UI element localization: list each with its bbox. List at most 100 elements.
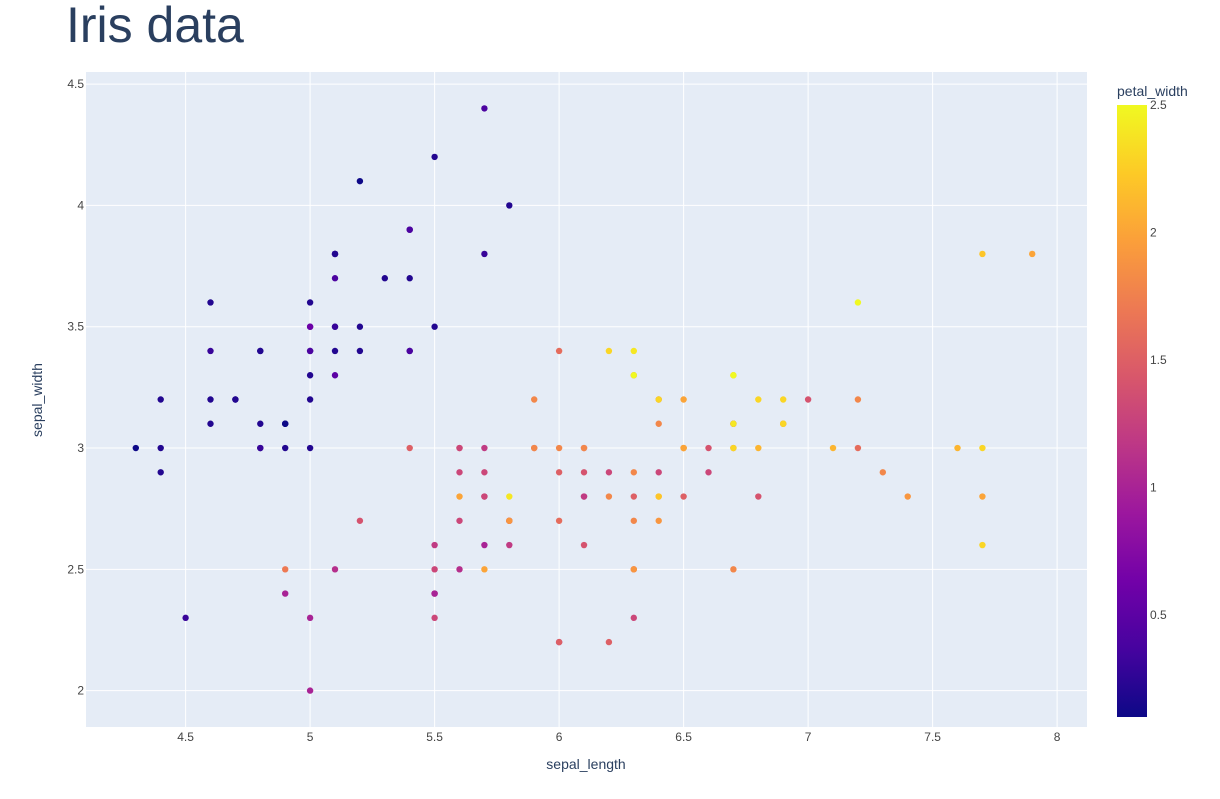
- data-point: [431, 541, 438, 549]
- data-point: [605, 469, 613, 476]
- data-point: [331, 372, 339, 379]
- x-axis-title: sepal_length: [546, 756, 625, 772]
- colorbar-tick-label: 1: [1150, 481, 1157, 495]
- data-point: [979, 541, 986, 549]
- data-point: [232, 396, 239, 403]
- data-point: [431, 590, 438, 597]
- data-point: [605, 347, 613, 355]
- data-point: [356, 177, 364, 185]
- data-point: [406, 226, 413, 233]
- data-point: [854, 396, 862, 403]
- data-point: [481, 541, 488, 549]
- data-point: [207, 396, 214, 403]
- data-point: [680, 444, 687, 452]
- data-point: [356, 517, 364, 524]
- data-point: [655, 420, 662, 427]
- data-point: [630, 566, 638, 573]
- data-point: [555, 444, 563, 452]
- data-point: [854, 299, 862, 306]
- data-point: [730, 566, 737, 573]
- data-point: [854, 444, 862, 452]
- data-point: [829, 444, 837, 452]
- data-point: [605, 493, 613, 500]
- data-point: [356, 347, 364, 355]
- data-point: [780, 396, 787, 403]
- data-point: [306, 323, 314, 330]
- data-point: [506, 541, 513, 549]
- data-point: [257, 420, 264, 427]
- data-point: [730, 372, 737, 379]
- data-point: [705, 444, 712, 452]
- data-point: [331, 275, 339, 282]
- data-point: [555, 517, 563, 524]
- data-point: [481, 105, 488, 112]
- data-point: [555, 638, 563, 646]
- data-point: [306, 299, 314, 306]
- data-point: [555, 469, 563, 476]
- y-tick-label: 2: [77, 684, 84, 698]
- data-point: [580, 541, 588, 549]
- data-point: [655, 469, 662, 476]
- data-point: [331, 566, 339, 573]
- data-point: [655, 396, 662, 403]
- y-axis-ticks: 2 2.5 3 3.5 4 4.5: [67, 77, 84, 697]
- data-point: [207, 347, 214, 355]
- data-point: [157, 469, 164, 476]
- data-point: [306, 614, 314, 622]
- x-tick-label: 6: [556, 730, 563, 744]
- data-point: [979, 493, 986, 500]
- colorbar: [1117, 105, 1147, 717]
- data-point: [306, 372, 314, 379]
- data-point: [904, 493, 911, 500]
- colorbar-title: petal_width: [1117, 83, 1188, 99]
- colorbar-tick-label: 2.5: [1150, 98, 1167, 112]
- data-point: [481, 469, 488, 476]
- data-point: [182, 614, 189, 622]
- data-point: [730, 420, 737, 427]
- data-point: [306, 687, 314, 694]
- data-point: [431, 323, 438, 330]
- data-point: [456, 444, 463, 452]
- x-tick-label: 7: [805, 730, 812, 744]
- data-point: [282, 444, 289, 452]
- data-point: [456, 493, 463, 500]
- data-point: [506, 493, 513, 500]
- data-point: [506, 517, 513, 524]
- data-point: [431, 614, 438, 622]
- data-point: [282, 420, 289, 427]
- x-tick-label: 5: [307, 730, 314, 744]
- data-points: [132, 105, 1036, 694]
- data-point: [630, 347, 638, 355]
- data-point: [605, 638, 613, 646]
- data-point: [755, 493, 762, 500]
- data-point: [804, 396, 812, 403]
- data-point: [580, 444, 588, 452]
- data-point: [406, 347, 413, 355]
- data-point: [431, 153, 438, 161]
- data-point: [531, 396, 538, 403]
- x-tick-label: 5.5: [426, 730, 443, 744]
- data-point: [481, 250, 488, 258]
- data-point: [257, 347, 264, 355]
- data-point: [157, 396, 164, 403]
- y-tick-label: 3.5: [67, 320, 84, 334]
- data-point: [306, 444, 314, 452]
- data-point: [655, 517, 662, 524]
- data-point: [306, 396, 314, 403]
- data-point: [207, 299, 214, 306]
- data-point: [680, 493, 687, 500]
- data-point: [1029, 250, 1036, 258]
- data-point: [630, 493, 638, 500]
- data-point: [680, 396, 687, 403]
- data-point: [356, 323, 364, 330]
- colorbar-tick-label: 2: [1150, 226, 1157, 240]
- data-point: [282, 566, 289, 573]
- x-tick-label: 6.5: [675, 730, 692, 744]
- data-point: [730, 444, 737, 452]
- data-point: [132, 444, 140, 452]
- data-point: [207, 420, 214, 427]
- y-tick-label: 2.5: [67, 562, 84, 576]
- data-point: [979, 444, 986, 452]
- data-point: [456, 469, 463, 476]
